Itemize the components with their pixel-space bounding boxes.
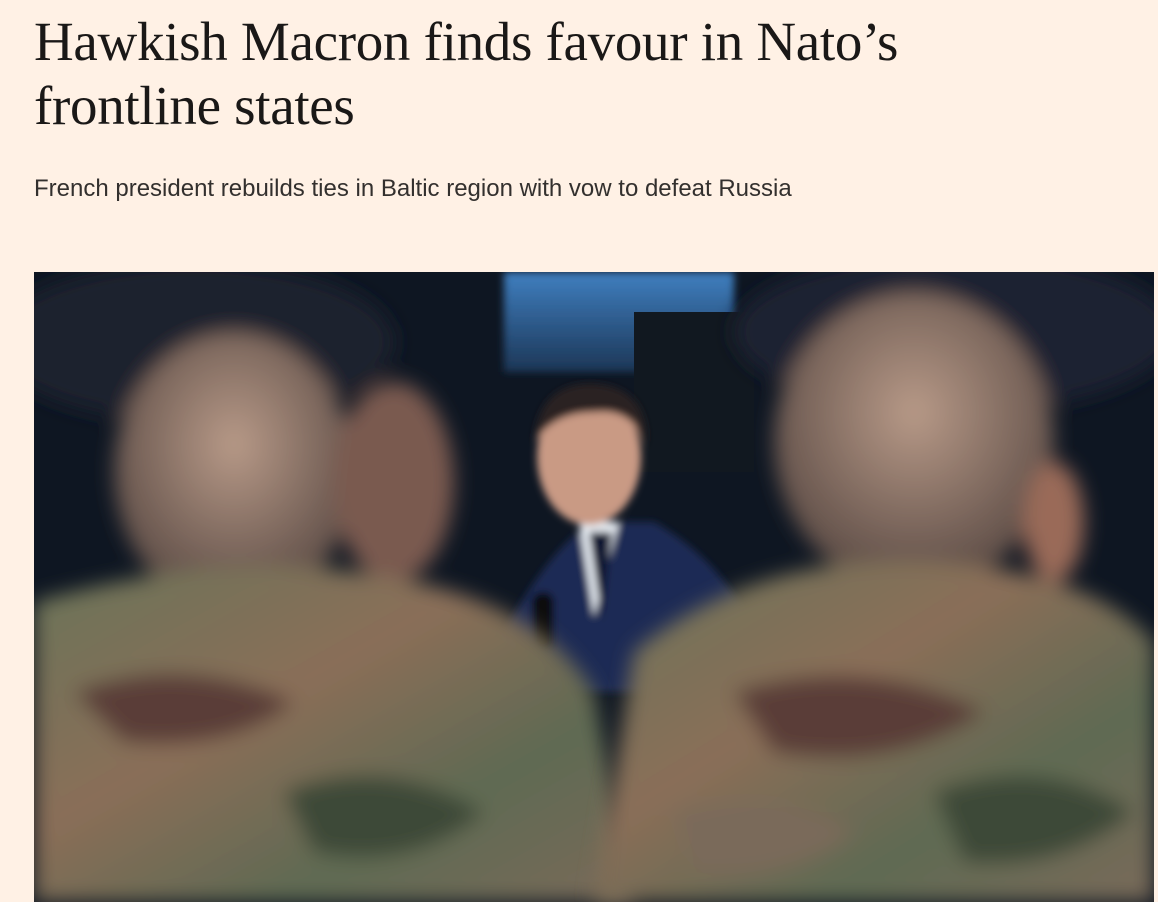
foreground-soldier-left: [34, 272, 634, 902]
main-photo: [34, 272, 1154, 902]
foreground-soldier-right: [594, 272, 1154, 902]
article-standfirst: French president rebuilds ties in Baltic…: [34, 175, 792, 202]
central-figure: [504, 383, 754, 692]
article-headline: Hawkish Macron finds favour in Nato’s fr…: [34, 11, 899, 136]
photo-illustration: [34, 272, 1154, 902]
